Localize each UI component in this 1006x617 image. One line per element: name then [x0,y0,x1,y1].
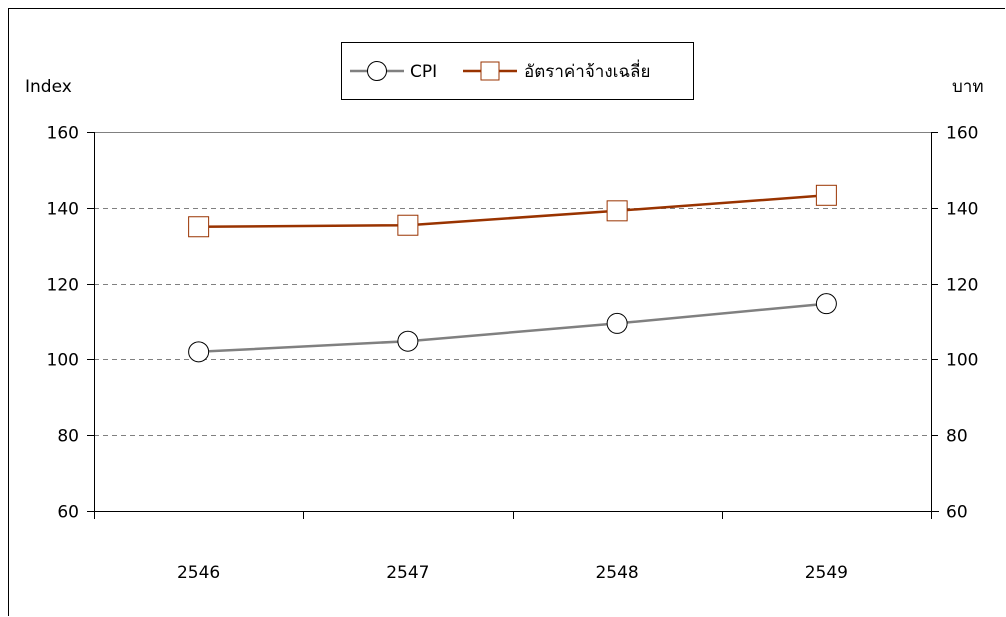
data-point-0-2546 [188,341,210,363]
y-tick-label-left-160: 160 [47,124,79,144]
data-point-1-2549 [815,184,837,206]
series-layer [188,184,837,363]
legend-marker-cpi [367,61,387,81]
legend-label-wage: อัตราค่าจ้างเฉลี่ย [524,59,650,82]
y-tick-label-left-60: 60 [57,503,79,523]
data-point-0-2547 [397,330,419,352]
y-axis-title-left: Index [25,77,72,97]
data-point-0-2549 [815,293,837,315]
y-tick-label-left-80: 80 [57,427,79,447]
tick-labels: 60 60 80 80 100 100 120 120 140 140 160 160 2546 2547… [47,124,979,584]
series-line-0 [198,302,827,354]
gridlines [94,132,931,436]
data-point-1-2547 [397,214,419,236]
y-tick-label-left-120: 120 [47,276,79,296]
data-point-1-2548 [606,200,628,222]
x-category-label-2546: 2546 [177,563,220,583]
series-line-1 [198,194,827,229]
legend-label-cpi: CPI [410,62,437,82]
axes [87,132,939,519]
y-tick-label-right-100: 100 [946,351,978,371]
legend-item-cpi: CPI [350,61,437,82]
x-category-label-2547: 2547 [386,563,429,583]
y-tick-label-right-120: 120 [946,276,978,296]
y-axis-title-right: บาท [952,77,984,97]
legend: CPI อัตราค่าจ้างเฉลี่ย [341,42,694,100]
y-tick-label-left-140: 140 [47,200,79,220]
y-tick-label-left-100: 100 [47,351,79,371]
y-tick-label-right-140: 140 [946,200,978,220]
legend-item-wage: อัตราค่าจ้างเฉลี่ย [463,59,650,82]
y-tick-label-right-60: 60 [946,503,968,523]
x-category-label-2549: 2549 [805,563,848,583]
x-category-label-2548: 2548 [595,563,638,583]
legend-marker-wage [480,61,500,81]
data-point-0-2548 [606,312,628,334]
y-tick-label-right-160: 160 [946,124,978,144]
data-point-1-2546 [188,216,210,238]
y-tick-label-right-80: 80 [946,427,968,447]
chart-frame [8,8,1005,616]
